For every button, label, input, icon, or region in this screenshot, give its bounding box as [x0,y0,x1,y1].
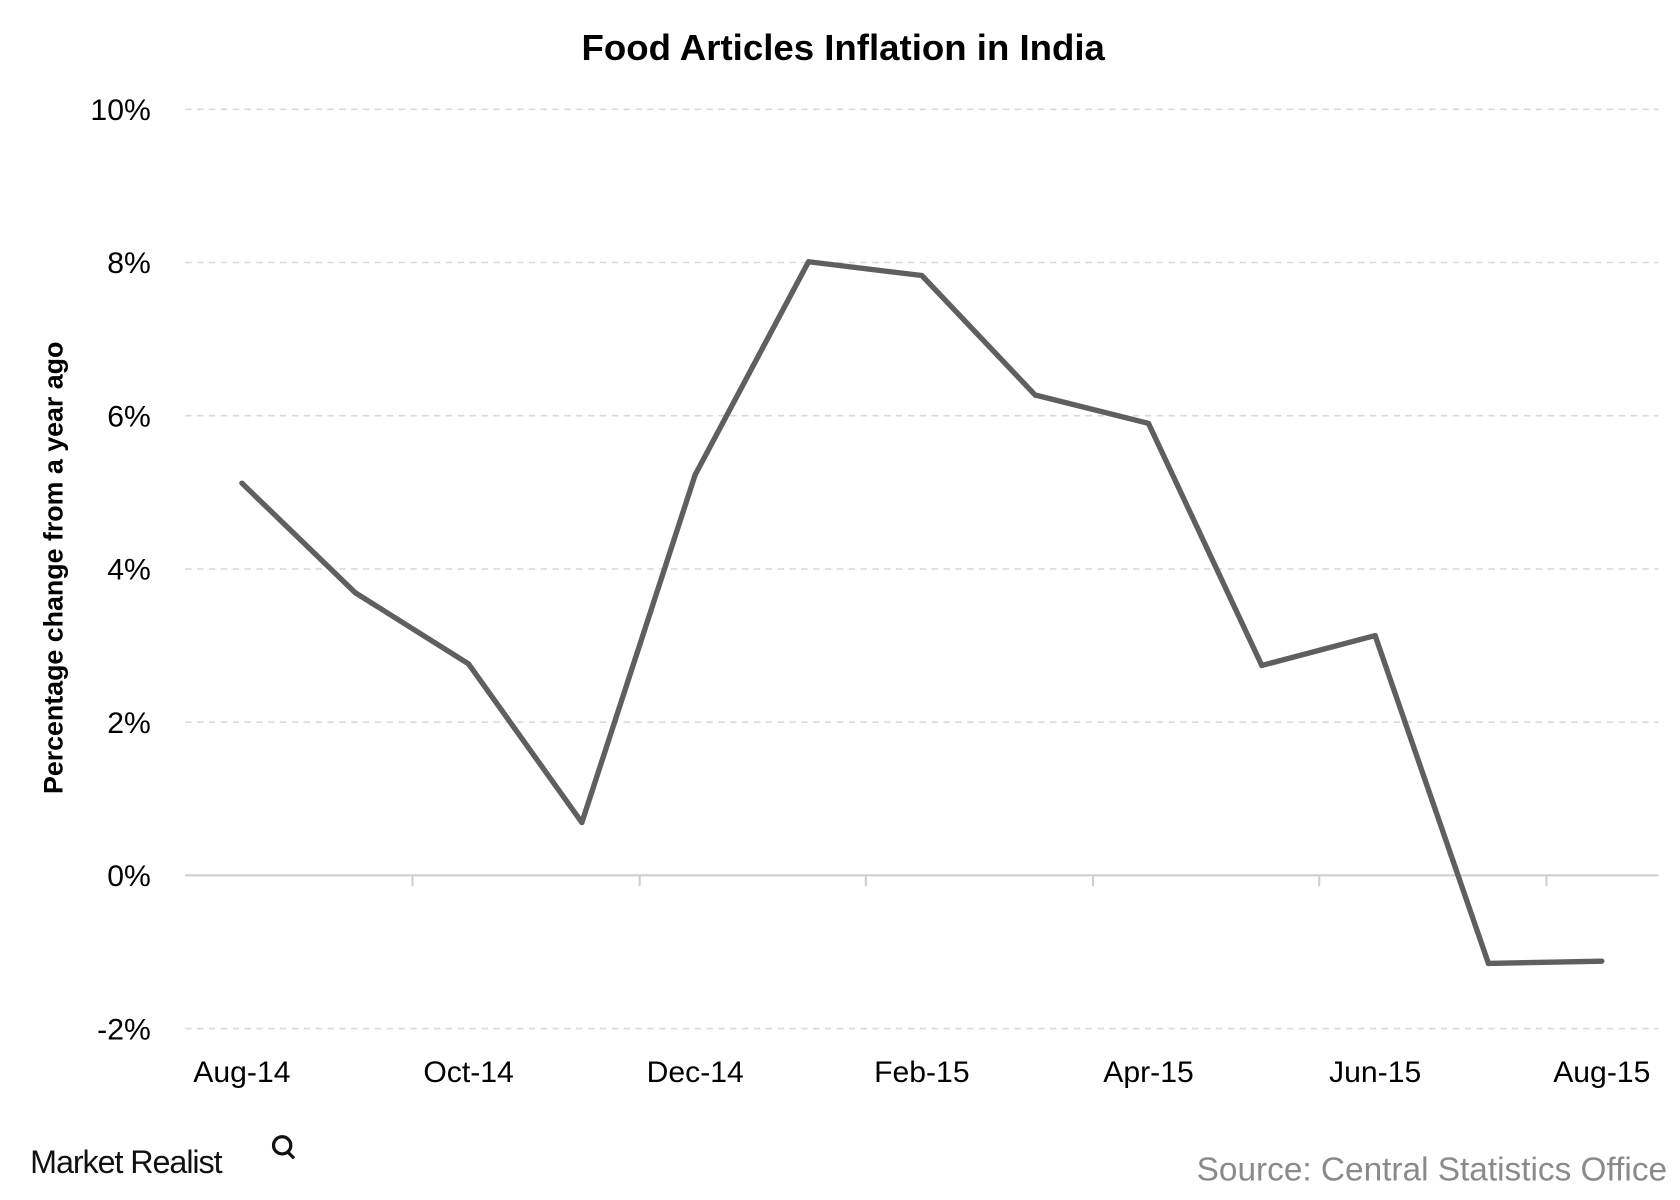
source-note: Source: Central Statistics Office [1197,1152,1667,1189]
data-point [1145,420,1152,427]
market-realist-logo: Market Realist [30,1135,296,1180]
magnifier-icon [271,1135,293,1156]
y-tick-label: 6% [107,400,151,433]
y-tick-label: 4% [107,554,151,587]
data-point [692,472,698,478]
data-point [465,661,472,667]
y-tick-label: 2% [107,707,151,740]
x-tick-label: Aug-15 [1553,1056,1650,1089]
y-tick-label: 10% [90,94,150,127]
data-point [1599,958,1605,964]
data-point [352,589,358,596]
data-point [1032,392,1038,398]
brand-logo-text: Market Realist [30,1144,222,1180]
data-point [579,819,585,826]
x-tick-label: Apr-15 [1103,1056,1193,1089]
data-point [805,259,812,265]
y-tick-label: -2% [97,1013,151,1046]
data-point [239,480,245,486]
data-point [1372,632,1378,639]
data-point [1259,662,1265,669]
x-tick-label: Oct-14 [423,1056,513,1089]
x-tick-label: Aug-14 [193,1056,290,1089]
y-tick-label: 8% [107,247,151,280]
data-point [1485,960,1492,967]
x-tick-label: Feb-15 [874,1056,970,1089]
y-tick-label: 0% [107,860,151,893]
y-axis-label: Percentage change from a year ago [38,342,68,794]
x-tick-label: Jun-15 [1329,1056,1421,1089]
x-tick-label: Dec-14 [647,1056,744,1089]
chart-title: Food Articles Inflation in India [582,27,1106,68]
series-line [240,259,1602,967]
data-point [919,272,925,279]
